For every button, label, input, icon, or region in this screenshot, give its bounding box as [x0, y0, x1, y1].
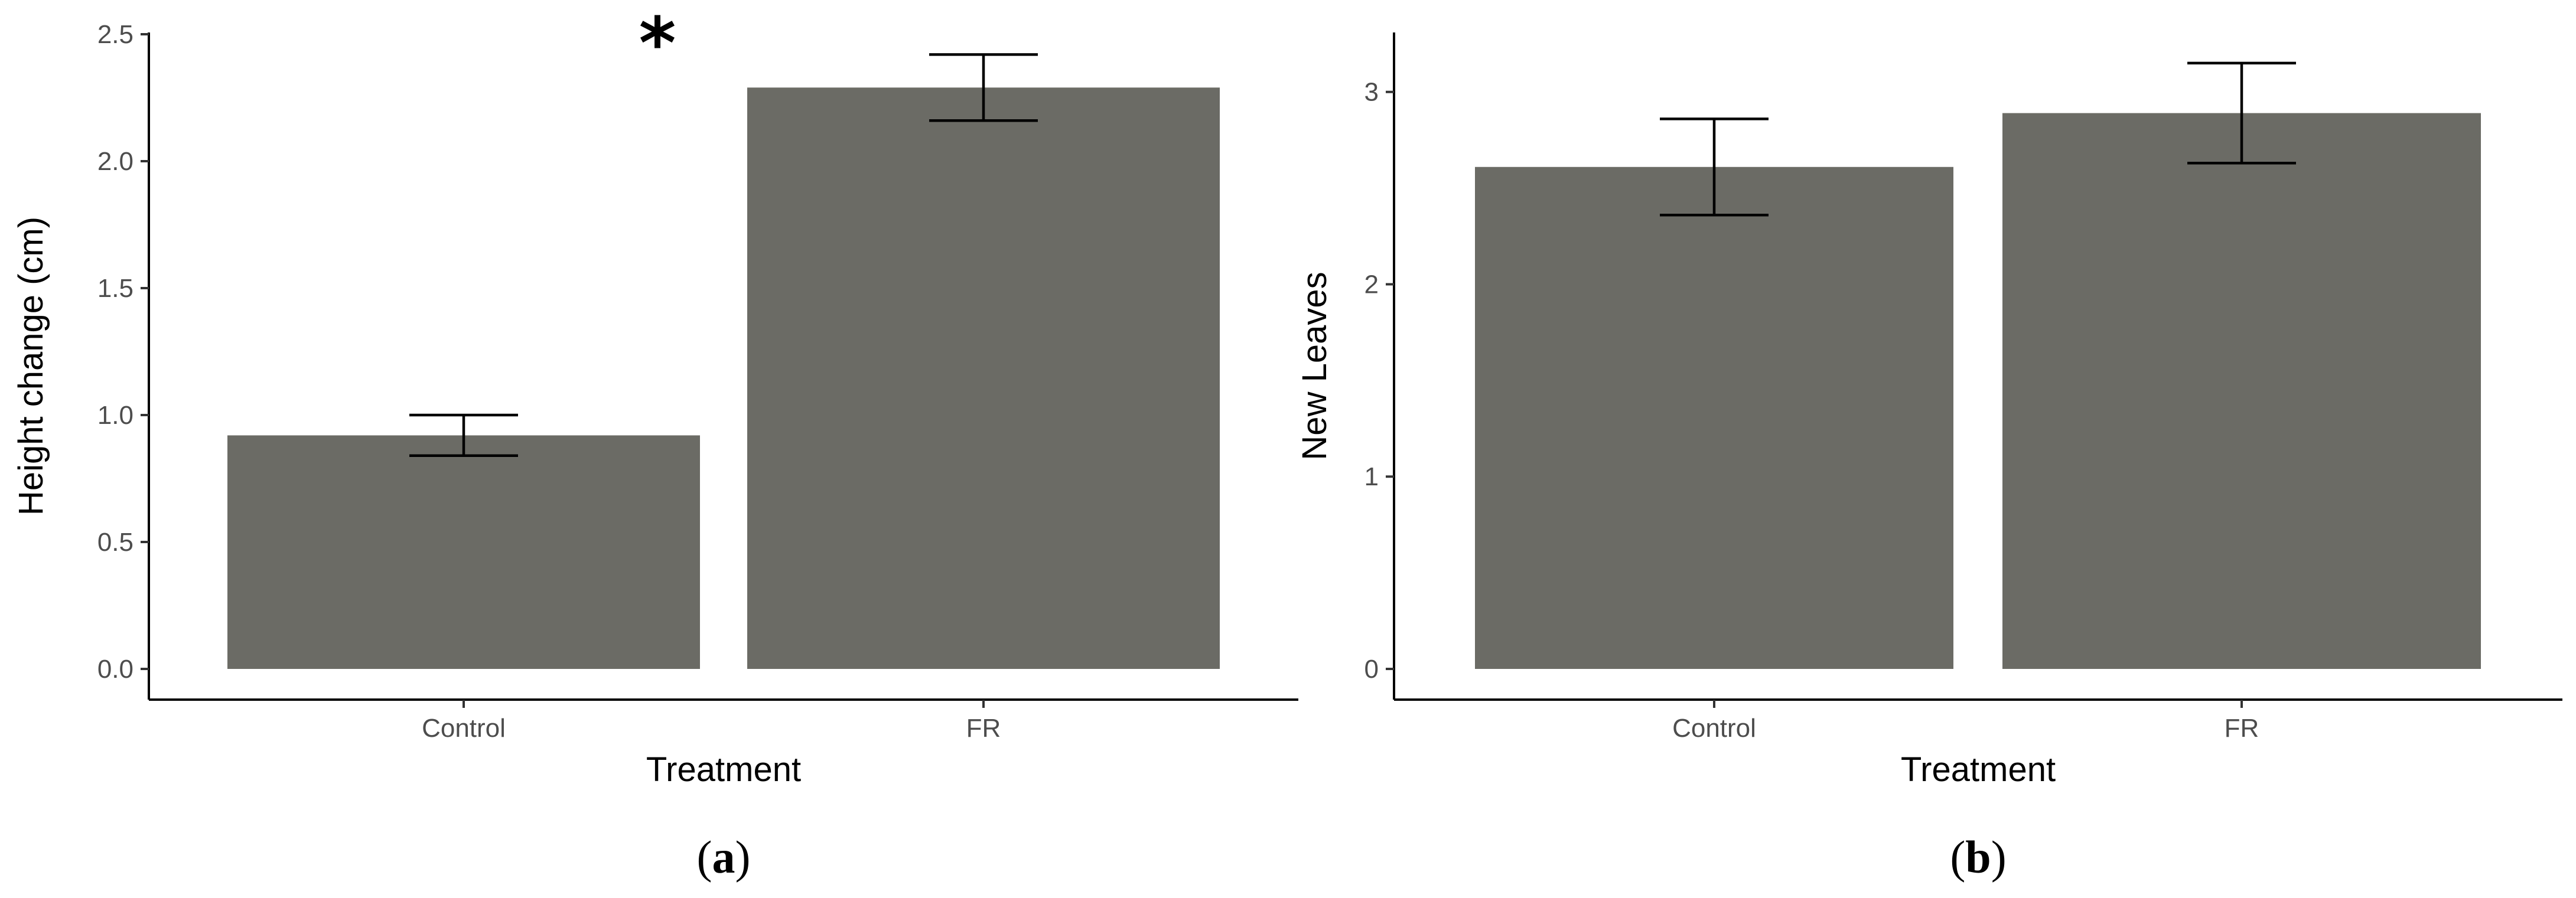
panel-a-x-axis-title: Treatment: [646, 750, 801, 789]
panel-a: 0.0 0.5 1.0 1.5 2.0 2.5 Control FR * Treatment…: [12, 3, 1298, 883]
panel-a-y-ticks: 0.0 0.5 1.0 1.5 2.0 2.5: [97, 20, 149, 684]
panel-a-bars: [227, 87, 1220, 670]
panel-b-bars: [1475, 113, 2481, 670]
panel-a-y-tick-label: 2.5: [97, 20, 133, 49]
panel-b-y-tick-label: 3: [1364, 78, 1379, 107]
panel-a-y-tick-label: 1.5: [97, 274, 133, 303]
panel-a-x-tick-label: Control: [422, 714, 506, 743]
panel-a-error-bar-fr: [929, 53, 1038, 122]
panel-a-y-tick-label: 1.0: [97, 401, 133, 430]
panel-b-error-bars: [1660, 61, 2296, 217]
panel-a-y-axis-title: Height change (cm): [12, 217, 50, 515]
panel-b-x-axis-title: Treatment: [1901, 750, 2056, 789]
panel-a-annotation: *: [639, 3, 676, 85]
panel-a-bar-control: [227, 435, 700, 669]
panel-a-label: (a): [697, 831, 751, 883]
panel-a-x-tick-label: FR: [966, 714, 1001, 743]
panel-b-bar-fr: [2002, 113, 2481, 669]
panel-b-x-tick-label: Control: [1672, 714, 1756, 743]
panel-b-label: (b): [1950, 831, 2006, 883]
panel-a-bar-fr: [747, 87, 1220, 670]
panel-a-y-tick-label: 0.5: [97, 528, 133, 557]
panel-a-x-ticks: Control FR: [422, 700, 1001, 743]
panel-b-error-bar-control: [1660, 117, 1769, 217]
panel-b-y-ticks: 0 1 2 3: [1364, 78, 1394, 684]
panel-a-error-bar-control: [409, 413, 518, 458]
panel-b-y-axis-title: New Leaves: [1295, 272, 1334, 460]
panel-a-error-bars: [409, 53, 1038, 458]
panel-b-error-bar-fr: [2187, 61, 2296, 165]
panel-b-bar-control: [1475, 166, 1953, 670]
panel-b-x-ticks: Control FR: [1672, 700, 2259, 743]
panel-b-y-tick-label: 1: [1364, 462, 1379, 491]
panel-b-x-tick-label: FR: [2225, 714, 2259, 743]
panel-b: 0 1 2 3 Control FR Treatment New Leaves (b): [1295, 32, 2562, 883]
panel-b-y-tick-label: 2: [1364, 270, 1379, 299]
panel-a-y-tick-label: 0.0: [97, 655, 133, 684]
panel-a-y-tick-label: 2.0: [97, 147, 133, 176]
panel-b-y-tick-label: 0: [1364, 655, 1379, 684]
